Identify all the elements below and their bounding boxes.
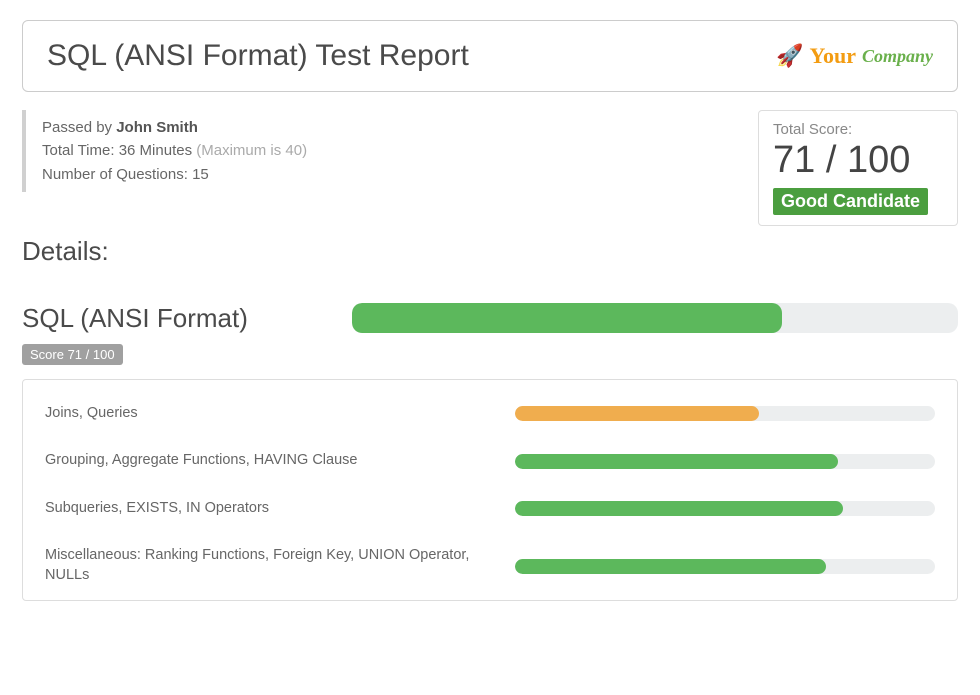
topic-label: Joins, Queries xyxy=(45,404,485,424)
report-header: SQL (ANSI Format) Test Report 🚀 Your Com… xyxy=(22,20,958,92)
overall-progress-track xyxy=(352,303,958,333)
candidate-status-badge: Good Candidate xyxy=(773,188,928,215)
total-score-value: 71 / 100 xyxy=(773,140,943,182)
topic-progress-fill xyxy=(515,501,843,516)
topic-row: Joins, Queries xyxy=(45,390,935,438)
total-time-label: Total Time: xyxy=(42,142,119,159)
report-title: SQL (ANSI Format) Test Report xyxy=(47,39,469,73)
max-time-text: (Maximum is 40) xyxy=(192,142,307,159)
questions-label: Number of Questions: xyxy=(42,166,192,183)
overall-score-row: SQL (ANSI Format) xyxy=(22,303,958,334)
total-score-label: Total Score: xyxy=(773,121,943,138)
details-heading: Details: xyxy=(22,236,958,267)
topic-label: Subqueries, EXISTS, IN Operators xyxy=(45,499,485,519)
summary-row: Passed by John Smith Total Time: 36 Minu… xyxy=(22,110,958,226)
overall-progress-fill xyxy=(352,303,782,333)
topics-container: Joins, Queries Grouping, Aggregate Functi… xyxy=(22,379,958,601)
topic-row: Miscellaneous: Ranking Functions, Foreig… xyxy=(45,532,935,599)
total-time-value: 36 Minutes xyxy=(119,142,192,159)
topic-progress-fill xyxy=(515,406,759,421)
total-score-box: Total Score: 71 / 100 Good Candidate xyxy=(758,110,958,226)
company-logo: 🚀 Your Company xyxy=(776,43,933,69)
questions-value: 15 xyxy=(192,166,209,183)
passed-by-line: Passed by John Smith xyxy=(42,116,307,139)
topic-progress-track xyxy=(515,406,935,421)
topic-progress-track xyxy=(515,559,935,574)
passed-by-prefix: Passed by xyxy=(42,119,116,136)
topic-label: Grouping, Aggregate Functions, HAVING Cl… xyxy=(45,451,485,471)
topic-progress-track xyxy=(515,454,935,469)
topic-row: Grouping, Aggregate Functions, HAVING Cl… xyxy=(45,437,935,485)
total-time-line: Total Time: 36 Minutes (Maximum is 40) xyxy=(42,139,307,162)
topic-progress-fill xyxy=(515,454,838,469)
topic-progress-fill xyxy=(515,559,826,574)
summary-info: Passed by John Smith Total Time: 36 Minu… xyxy=(22,110,307,192)
topic-label: Miscellaneous: Ranking Functions, Foreig… xyxy=(45,546,485,585)
questions-line: Number of Questions: 15 xyxy=(42,163,307,186)
overall-section-title: SQL (ANSI Format) xyxy=(22,303,322,334)
overall-score-chip: Score 71 / 100 xyxy=(22,344,123,365)
topic-progress-track xyxy=(515,501,935,516)
topic-row: Subqueries, EXISTS, IN Operators xyxy=(45,485,935,533)
candidate-name: John Smith xyxy=(116,119,198,136)
logo-text-company: Company xyxy=(862,46,933,67)
rocket-icon: 🚀 xyxy=(776,43,803,69)
logo-text-your: Your xyxy=(810,43,856,69)
